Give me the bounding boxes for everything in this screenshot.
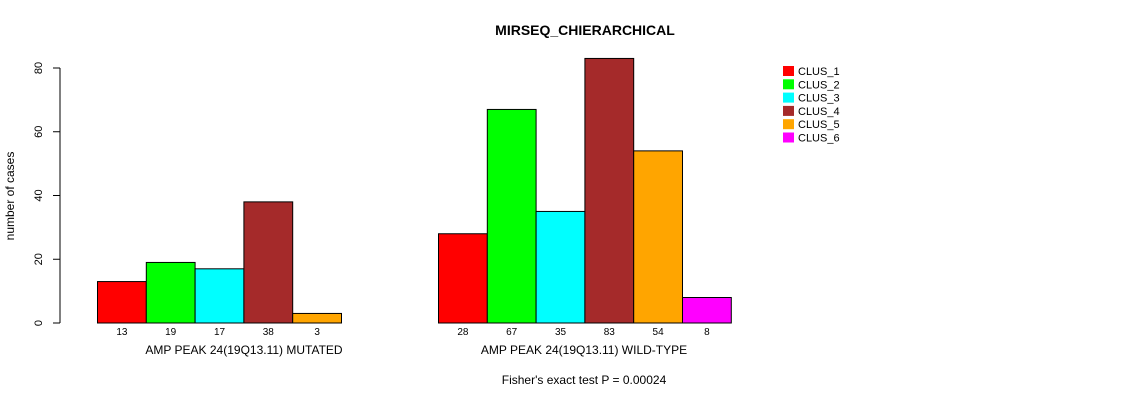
legend-label: CLUS_1 xyxy=(798,66,840,78)
chart-title: MIRSEQ_CHIERARCHICAL xyxy=(495,22,675,38)
bar-value-label: 13 xyxy=(116,327,128,338)
y-tick-label: 40 xyxy=(33,189,45,201)
bar-value-label: 35 xyxy=(555,327,567,338)
legend-item-clus-1: CLUS_1 xyxy=(783,66,840,78)
legend-swatch xyxy=(783,119,794,130)
legend-label: CLUS_4 xyxy=(798,106,840,118)
bar-clus-2 xyxy=(486,108,537,324)
bar-value-label: 8 xyxy=(704,327,710,338)
legend-item-clus-3: CLUS_3 xyxy=(783,92,840,105)
legend-swatch xyxy=(783,66,794,76)
bar-clus-5 xyxy=(633,150,684,324)
bar-value-label: 83 xyxy=(604,327,616,338)
y-tick-label: 0 xyxy=(33,320,45,326)
legend-item-clus-5: CLUS_5 xyxy=(783,119,840,131)
legend-swatch xyxy=(783,132,794,143)
bar-clus-2 xyxy=(145,261,196,324)
bar-value-label: 3 xyxy=(314,327,320,338)
legend-item-clus-2: CLUS_2 xyxy=(783,79,840,91)
bar-clus-6 xyxy=(682,297,732,324)
y-tick-label: 20 xyxy=(33,253,45,265)
bar-value-label: 67 xyxy=(506,327,518,338)
y-tick-label: 80 xyxy=(33,62,45,74)
legend-label: CLUS_5 xyxy=(798,119,840,131)
bar-clus-3 xyxy=(535,210,586,324)
bar-group-1: 13 19 17 38 3 AMP PEAK 24(19Q13.11) MUTATED xyxy=(97,201,343,357)
bar-value-label: 38 xyxy=(263,327,275,338)
legend-item-clus-4: CLUS_4 xyxy=(783,105,840,118)
legend-swatch xyxy=(783,105,794,116)
fisher-test-note: Fisher's exact test P = 0.00024 xyxy=(502,373,667,387)
bar-clus-4 xyxy=(243,201,294,324)
legend-swatch xyxy=(783,79,794,90)
group-label-2: AMP PEAK 24(19Q13.11) WILD-TYPE xyxy=(481,343,687,357)
legend-label: CLUS_6 xyxy=(798,133,840,145)
bar-value-label: 19 xyxy=(165,327,177,338)
legend-label: CLUS_2 xyxy=(798,79,840,91)
bar-clus-5 xyxy=(292,312,343,324)
bar-value-label: 54 xyxy=(653,327,665,338)
y-axis-label: number of cases xyxy=(3,152,17,241)
legend-item-clus-6: CLUS_6 xyxy=(783,132,840,145)
bar-clus-3 xyxy=(194,268,245,324)
bar-group-2: 28 67 35 83 54 8 AMP PEAK 24(19Q13.11) WILD-TY… xyxy=(438,57,732,357)
legend-label: CLUS_3 xyxy=(798,93,840,105)
y-tick-label: 60 xyxy=(33,126,45,138)
bar-clus-1 xyxy=(438,233,488,324)
bar-clus-4 xyxy=(584,57,635,324)
y-axis: 0 20 40 60 80 xyxy=(33,62,61,326)
bar-clus-1 xyxy=(97,281,147,324)
bar-value-label: 28 xyxy=(457,327,469,338)
group-label-1: AMP PEAK 24(19Q13.11) MUTATED xyxy=(145,343,343,357)
legend-swatch xyxy=(783,92,794,103)
bar-value-label: 17 xyxy=(214,327,226,338)
